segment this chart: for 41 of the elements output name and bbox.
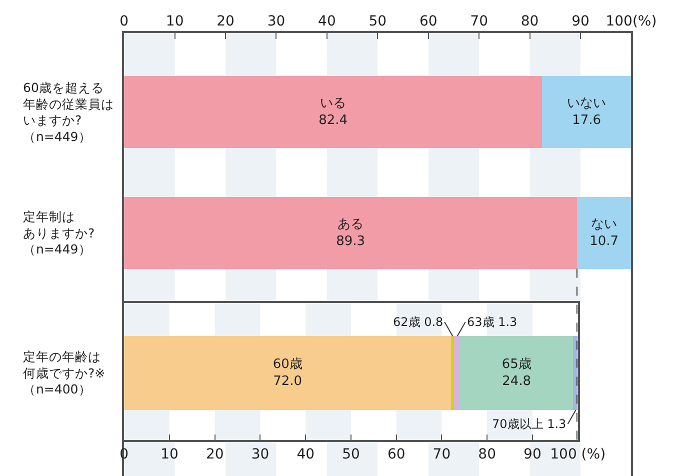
- data-label: いない 17.6: [567, 96, 606, 128]
- x-tick-label: 40: [318, 14, 336, 30]
- x-tick-label: 80: [520, 14, 539, 30]
- bar: [577, 197, 632, 269]
- x-tick-label: 50: [368, 14, 387, 30]
- x-tick-label: 60: [387, 446, 406, 463]
- bar: [454, 336, 460, 410]
- x-tick-label: 70: [470, 14, 488, 30]
- x-tick-label: 10: [166, 14, 184, 30]
- x-tick-label: 40: [296, 446, 315, 463]
- x-tick-label: 30: [267, 14, 286, 30]
- data-label: 72.0: [273, 374, 302, 389]
- series-label: 65歳: [502, 357, 532, 372]
- x-tick-label: 100 (%): [550, 446, 606, 463]
- x-tick-label: 20: [206, 446, 224, 463]
- bar: [124, 197, 578, 269]
- x-tick-label: 50: [342, 446, 360, 463]
- x-tick-label: 70: [432, 446, 451, 463]
- text: 70歳以上 1.3: [492, 417, 566, 431]
- text: 63歳 1.3: [467, 315, 518, 329]
- bar: [451, 336, 454, 410]
- x-tick-label: 0: [120, 14, 129, 30]
- x-tick-label: 90: [524, 446, 542, 463]
- x-tick-label: 20: [216, 14, 234, 30]
- bar: [542, 76, 632, 148]
- series-label: 60歳: [272, 357, 302, 372]
- x-tick-label: 90: [572, 14, 590, 30]
- text: 62歳 0.8: [393, 315, 444, 329]
- x-tick-label: 80: [478, 446, 496, 463]
- data-label: ある 89.3: [336, 217, 366, 249]
- y-tick-label: 60歳を超える年齢の従業員はいますか?（n=449）: [23, 80, 114, 144]
- bar: [124, 76, 542, 148]
- y-tick-label: 定年制はありますか?（n=449）: [23, 209, 95, 256]
- y-tick-label: 定年の年齢は何歳ですか?※（n=400）: [23, 349, 106, 396]
- data-label: いる 82.4: [318, 96, 348, 128]
- x-tick-label: 60: [419, 14, 438, 30]
- x-tick-label: 30: [251, 446, 270, 463]
- x-tick-label: 100(%): [606, 14, 657, 30]
- x-tick-label: 10: [160, 446, 178, 463]
- data-label: 24.8: [502, 374, 532, 389]
- data-label: ない 10.7: [590, 217, 619, 249]
